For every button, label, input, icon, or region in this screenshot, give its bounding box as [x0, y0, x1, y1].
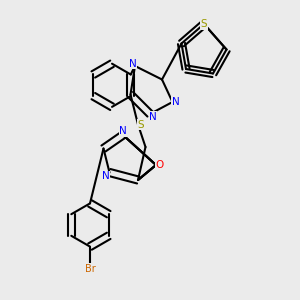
Text: N: N [172, 97, 179, 107]
Text: N: N [149, 112, 157, 122]
Text: S: S [137, 119, 144, 130]
Text: N: N [119, 126, 127, 136]
Text: N: N [129, 58, 136, 69]
Text: S: S [201, 19, 207, 29]
Text: N: N [102, 171, 110, 181]
Text: Br: Br [85, 263, 95, 274]
Text: O: O [155, 160, 164, 170]
